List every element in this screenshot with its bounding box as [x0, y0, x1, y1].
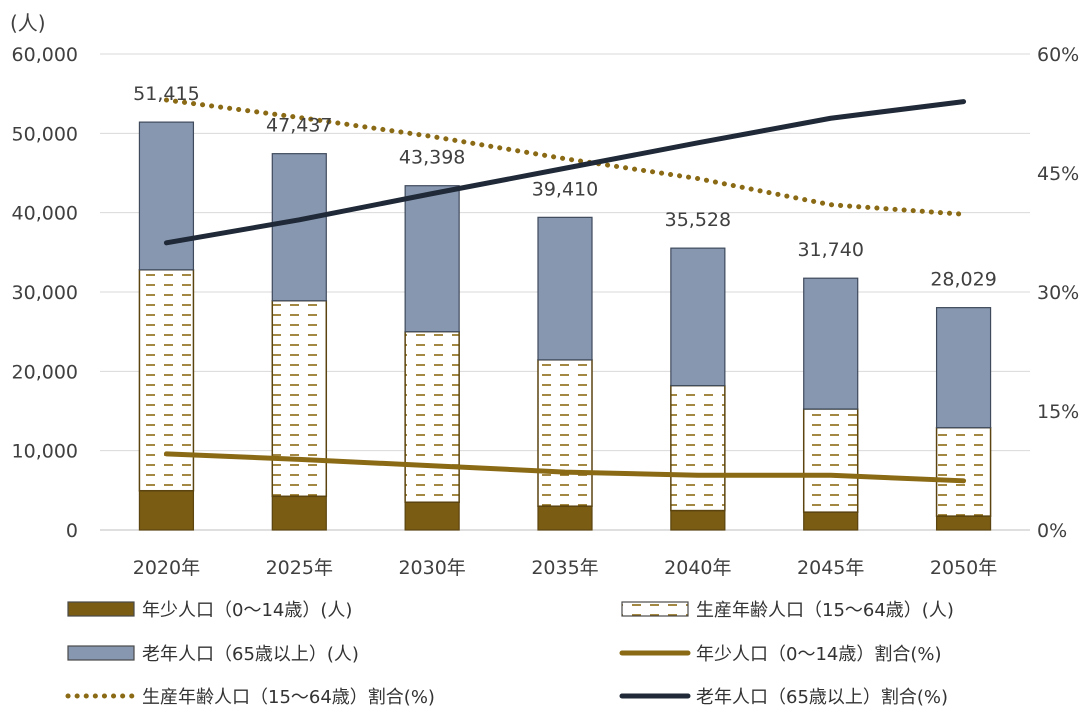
line-youth-ratio	[163, 451, 967, 484]
legend-label: 老年人口（65歳以上）割合(%)	[696, 687, 948, 708]
bar-elderly	[670, 247, 726, 387]
x-tick-label: 2040年	[664, 557, 731, 579]
line-elderly-ratio	[163, 99, 967, 246]
bar-elderly	[138, 121, 195, 271]
x-tick-label: 2030年	[398, 557, 465, 579]
y-left-tick-label: 20,000	[12, 361, 78, 383]
y-left-tick-label: 0	[66, 520, 78, 542]
y-axis-right: 0% 15% 30% 45% 60%	[1037, 44, 1079, 542]
bar-elderly	[537, 216, 593, 361]
legend-working-age: 生産年齢人口（15〜64歳）(人)	[621, 600, 954, 621]
bar-working-age	[138, 269, 195, 492]
y-right-tick-label: 45%	[1037, 163, 1079, 185]
total-label: 43,398	[399, 147, 465, 169]
x-tick-label: 2020年	[133, 557, 200, 579]
bar-youth	[935, 515, 992, 531]
legend-swatch	[621, 601, 689, 617]
bar-youth	[404, 501, 460, 531]
bar-youth	[271, 495, 327, 531]
bar-working-age	[935, 426, 992, 517]
legend-label: 年少人口（0〜14歳）割合(%)	[696, 644, 942, 665]
y-right-tick-label: 60%	[1037, 44, 1079, 66]
bar-working-age	[271, 299, 328, 498]
y-left-tick-label: 30,000	[12, 282, 78, 304]
line-working-age-ratio	[163, 97, 967, 217]
legend-swatch	[67, 645, 135, 661]
y-axis-left: 0 10,000 20,000 30,000 40,000 50,000 60,000	[12, 44, 78, 542]
legend-label: 生産年齢人口（15〜64歳）(人)	[696, 600, 954, 621]
legend: 年少人口（0〜14歳）(人) 生産年齢人口（15〜64歳）(人) 老年人口（65歳以…	[65, 600, 954, 708]
legend-label: 生産年齢人口（15〜64歳）割合(%)	[142, 687, 435, 708]
x-axis: 2020年 2025年 2030年 2035年 2040年 2045年 2050年	[133, 557, 998, 579]
bar-working-age	[670, 384, 726, 512]
x-tick-label: 2045年	[797, 557, 864, 579]
bar-elderly	[935, 307, 992, 429]
x-tick-label: 2025年	[266, 557, 333, 579]
bar-elderly	[404, 185, 460, 333]
bar-working-age	[802, 408, 859, 513]
legend-elderly-ratio: 老年人口（65歳以上）割合(%)	[619, 687, 948, 708]
y-left-tick-label: 60,000	[12, 44, 78, 66]
legend-youth: 年少人口（0〜14歳）(人)	[67, 600, 352, 621]
total-label: 39,410	[532, 178, 598, 200]
total-label: 31,740	[797, 239, 863, 261]
bar-youth	[138, 490, 195, 531]
total-labels: 51,415 47,437 43,398 39,410 35,528 31,740 28,0…	[133, 83, 997, 291]
bar-working-age	[404, 330, 460, 503]
total-label: 47,437	[266, 115, 332, 137]
legend-label: 老年人口（65歳以上）(人)	[142, 644, 359, 665]
y-left-tick-label: 50,000	[12, 123, 78, 145]
bar-youth	[803, 511, 859, 531]
legend-elderly: 老年人口（65歳以上）(人)	[67, 644, 359, 665]
bar-youth	[537, 505, 593, 531]
y-right-tick-label: 30%	[1037, 282, 1079, 304]
y-left-tick-label: 10,000	[12, 441, 78, 463]
line-series	[163, 97, 967, 484]
bar-series	[138, 121, 992, 531]
bar-elderly	[271, 153, 327, 302]
y-axis-unit-label: (人)	[10, 11, 46, 35]
y-right-tick-label: 0%	[1037, 520, 1067, 542]
legend-label: 年少人口（0〜14歳）(人)	[142, 600, 352, 621]
legend-working-age-ratio: 生産年齢人口（15〜64歳）割合(%)	[65, 687, 435, 708]
bar-youth	[670, 509, 726, 531]
legend-swatch	[67, 601, 135, 617]
total-label: 51,415	[133, 83, 199, 105]
x-tick-label: 2035年	[531, 557, 598, 579]
legend-youth-ratio: 年少人口（0〜14歳）割合(%)	[619, 644, 942, 665]
total-label: 28,029	[930, 269, 996, 291]
total-label: 35,528	[665, 209, 731, 231]
bar-working-age	[537, 359, 593, 507]
y-left-tick-label: 40,000	[12, 203, 78, 225]
y-right-tick-label: 15%	[1037, 401, 1079, 423]
bar-elderly	[803, 277, 859, 410]
x-tick-label: 2050年	[930, 557, 997, 579]
